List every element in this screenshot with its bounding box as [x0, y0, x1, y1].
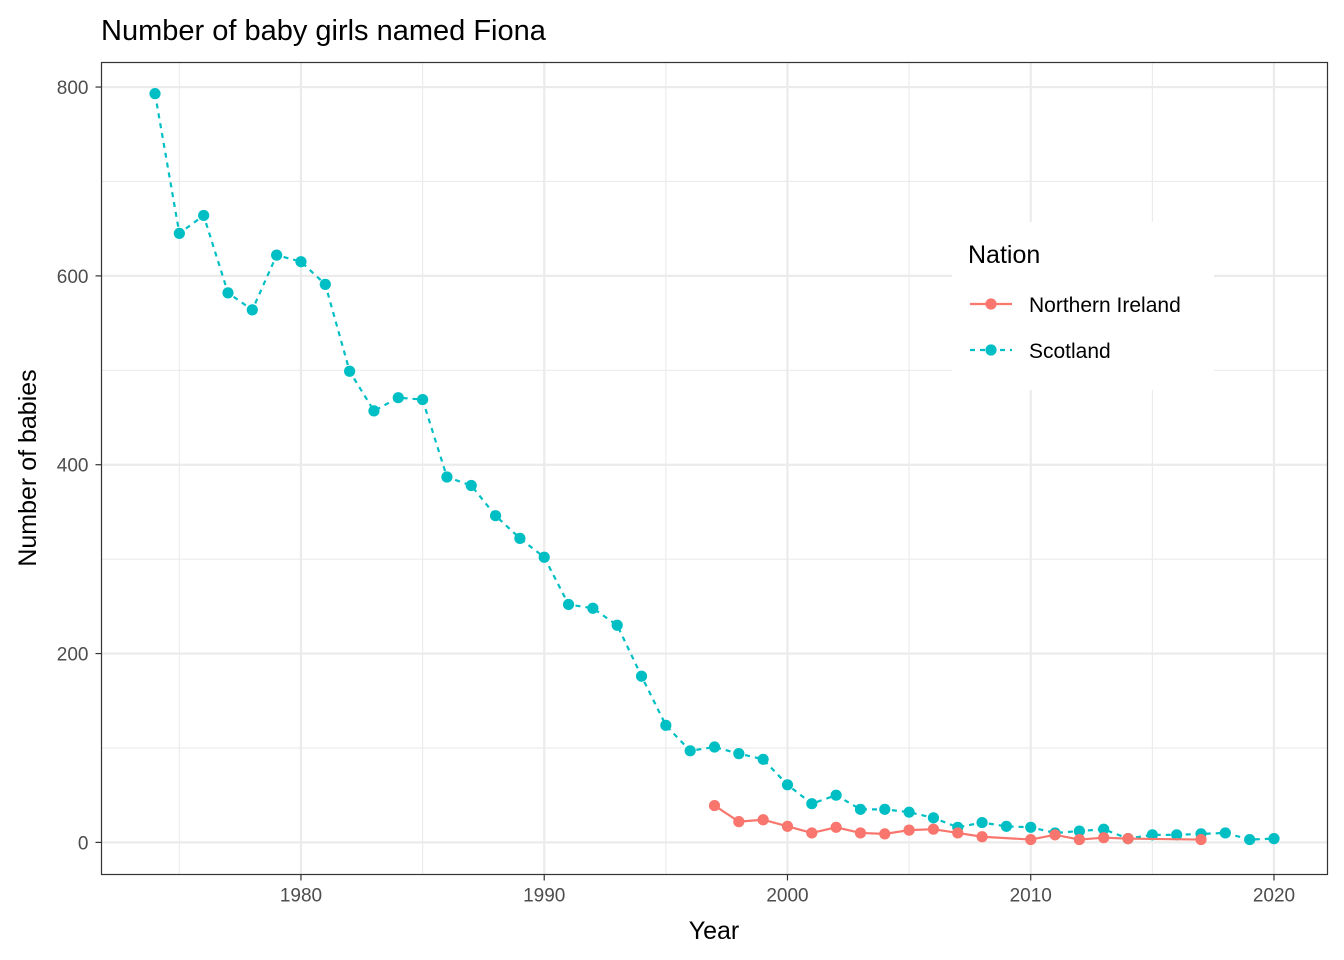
data-point-scotland — [1219, 827, 1231, 839]
y-tick-label: 800 — [57, 78, 89, 99]
data-point-northern-ireland — [1073, 833, 1085, 846]
data-point-scotland — [149, 88, 161, 100]
plot-panel — [100, 61, 1329, 876]
data-point-scotland — [489, 510, 502, 522]
legend-label-northern-ireland: Northern Ireland — [1029, 294, 1181, 317]
data-point-northern-ireland — [1122, 833, 1134, 845]
data-point-scotland — [368, 405, 380, 417]
data-point-northern-ireland — [733, 816, 745, 828]
data-point-scotland — [1268, 833, 1280, 845]
y-axis: 0 200 400 600 800 — [57, 78, 102, 854]
y-tick-label: 0 — [78, 833, 89, 854]
chart-title: Number of baby girls named Fiona — [101, 15, 547, 47]
data-point-scotland — [733, 748, 745, 760]
data-point-scotland — [173, 227, 185, 239]
legend-title: Nation — [968, 241, 1040, 269]
x-axis-label: Year — [689, 917, 740, 945]
data-point-scotland — [1171, 829, 1183, 841]
legend-key-point-scotland — [985, 344, 997, 356]
data-point-scotland — [392, 392, 404, 404]
y-tick-label: 600 — [57, 267, 89, 288]
data-point-northern-ireland — [1049, 829, 1061, 841]
data-point-scotland — [806, 798, 818, 810]
data-point-northern-ireland — [708, 799, 721, 812]
x-tick-label: 2000 — [766, 886, 808, 907]
x-tick-label: 2020 — [1253, 886, 1295, 907]
data-point-scotland — [465, 479, 477, 492]
data-point-scotland — [222, 287, 234, 299]
data-point-scotland — [684, 745, 696, 757]
data-point-scotland — [1025, 821, 1037, 833]
data-point-scotland — [295, 256, 307, 268]
data-point-scotland — [538, 551, 550, 563]
grid-major — [101, 62, 1328, 875]
data-point-scotland — [660, 719, 672, 731]
data-point-scotland — [198, 209, 210, 222]
data-point-scotland — [879, 803, 891, 815]
data-point-northern-ireland — [927, 823, 940, 835]
legend: Nation Northern Ireland Scotland — [952, 222, 1214, 390]
data-point-scotland — [1244, 833, 1256, 846]
x-tick-label: 1990 — [523, 886, 565, 907]
legend-label-scotland: Scotland — [1029, 340, 1111, 363]
series-line-scotland — [153, 93, 1275, 841]
y-tick-label: 200 — [57, 645, 89, 666]
data-point-northern-ireland — [1025, 833, 1037, 846]
data-point-northern-ireland — [854, 827, 867, 839]
y-tick-label: 400 — [57, 456, 89, 477]
data-point-northern-ireland — [976, 831, 988, 843]
y-axis-label: Number of babies — [14, 369, 42, 566]
data-point-northern-ireland — [879, 828, 891, 840]
data-point-northern-ireland — [830, 821, 842, 833]
data-point-scotland — [587, 602, 599, 614]
series-layer — [149, 88, 1280, 846]
data-point-scotland — [635, 670, 648, 682]
data-point-northern-ireland — [952, 827, 964, 839]
data-point-scotland — [976, 816, 988, 829]
data-point-scotland — [708, 741, 721, 753]
x-tick-label: 1980 — [280, 886, 322, 907]
data-point-scotland — [854, 803, 867, 815]
data-point-scotland — [562, 598, 575, 611]
data-point-northern-ireland — [757, 814, 769, 826]
data-point-scotland — [1000, 820, 1013, 832]
data-point-scotland — [903, 806, 915, 818]
data-point-scotland — [830, 789, 842, 801]
legend-key-point-northern-ireland — [985, 298, 997, 310]
plot-border — [100, 61, 1329, 876]
grid-minor — [101, 62, 1328, 875]
data-point-scotland — [416, 393, 429, 406]
x-axis: 1980 1990 2000 2010 2020 — [280, 874, 1295, 907]
data-point-scotland — [611, 619, 623, 631]
x-tick-label: 2010 — [1010, 886, 1052, 907]
data-point-northern-ireland — [1195, 833, 1207, 846]
data-point-scotland — [514, 532, 526, 544]
data-point-scotland — [927, 812, 940, 824]
data-point-scotland — [246, 304, 258, 316]
data-point-scotland — [319, 278, 331, 290]
data-point-scotland — [441, 471, 453, 483]
data-point-northern-ireland — [806, 827, 818, 839]
data-point-scotland — [1146, 829, 1158, 841]
data-point-scotland — [344, 365, 356, 377]
data-point-scotland — [757, 753, 769, 765]
legend-items: Northern Ireland Scotland — [970, 294, 1181, 363]
data-point-northern-ireland — [1098, 832, 1110, 844]
data-point-scotland — [781, 779, 794, 791]
data-point-scotland — [1073, 825, 1085, 837]
data-point-northern-ireland — [781, 820, 794, 832]
data-point-northern-ireland — [903, 824, 915, 836]
data-point-scotland — [1098, 823, 1110, 835]
data-point-scotland — [271, 249, 283, 261]
